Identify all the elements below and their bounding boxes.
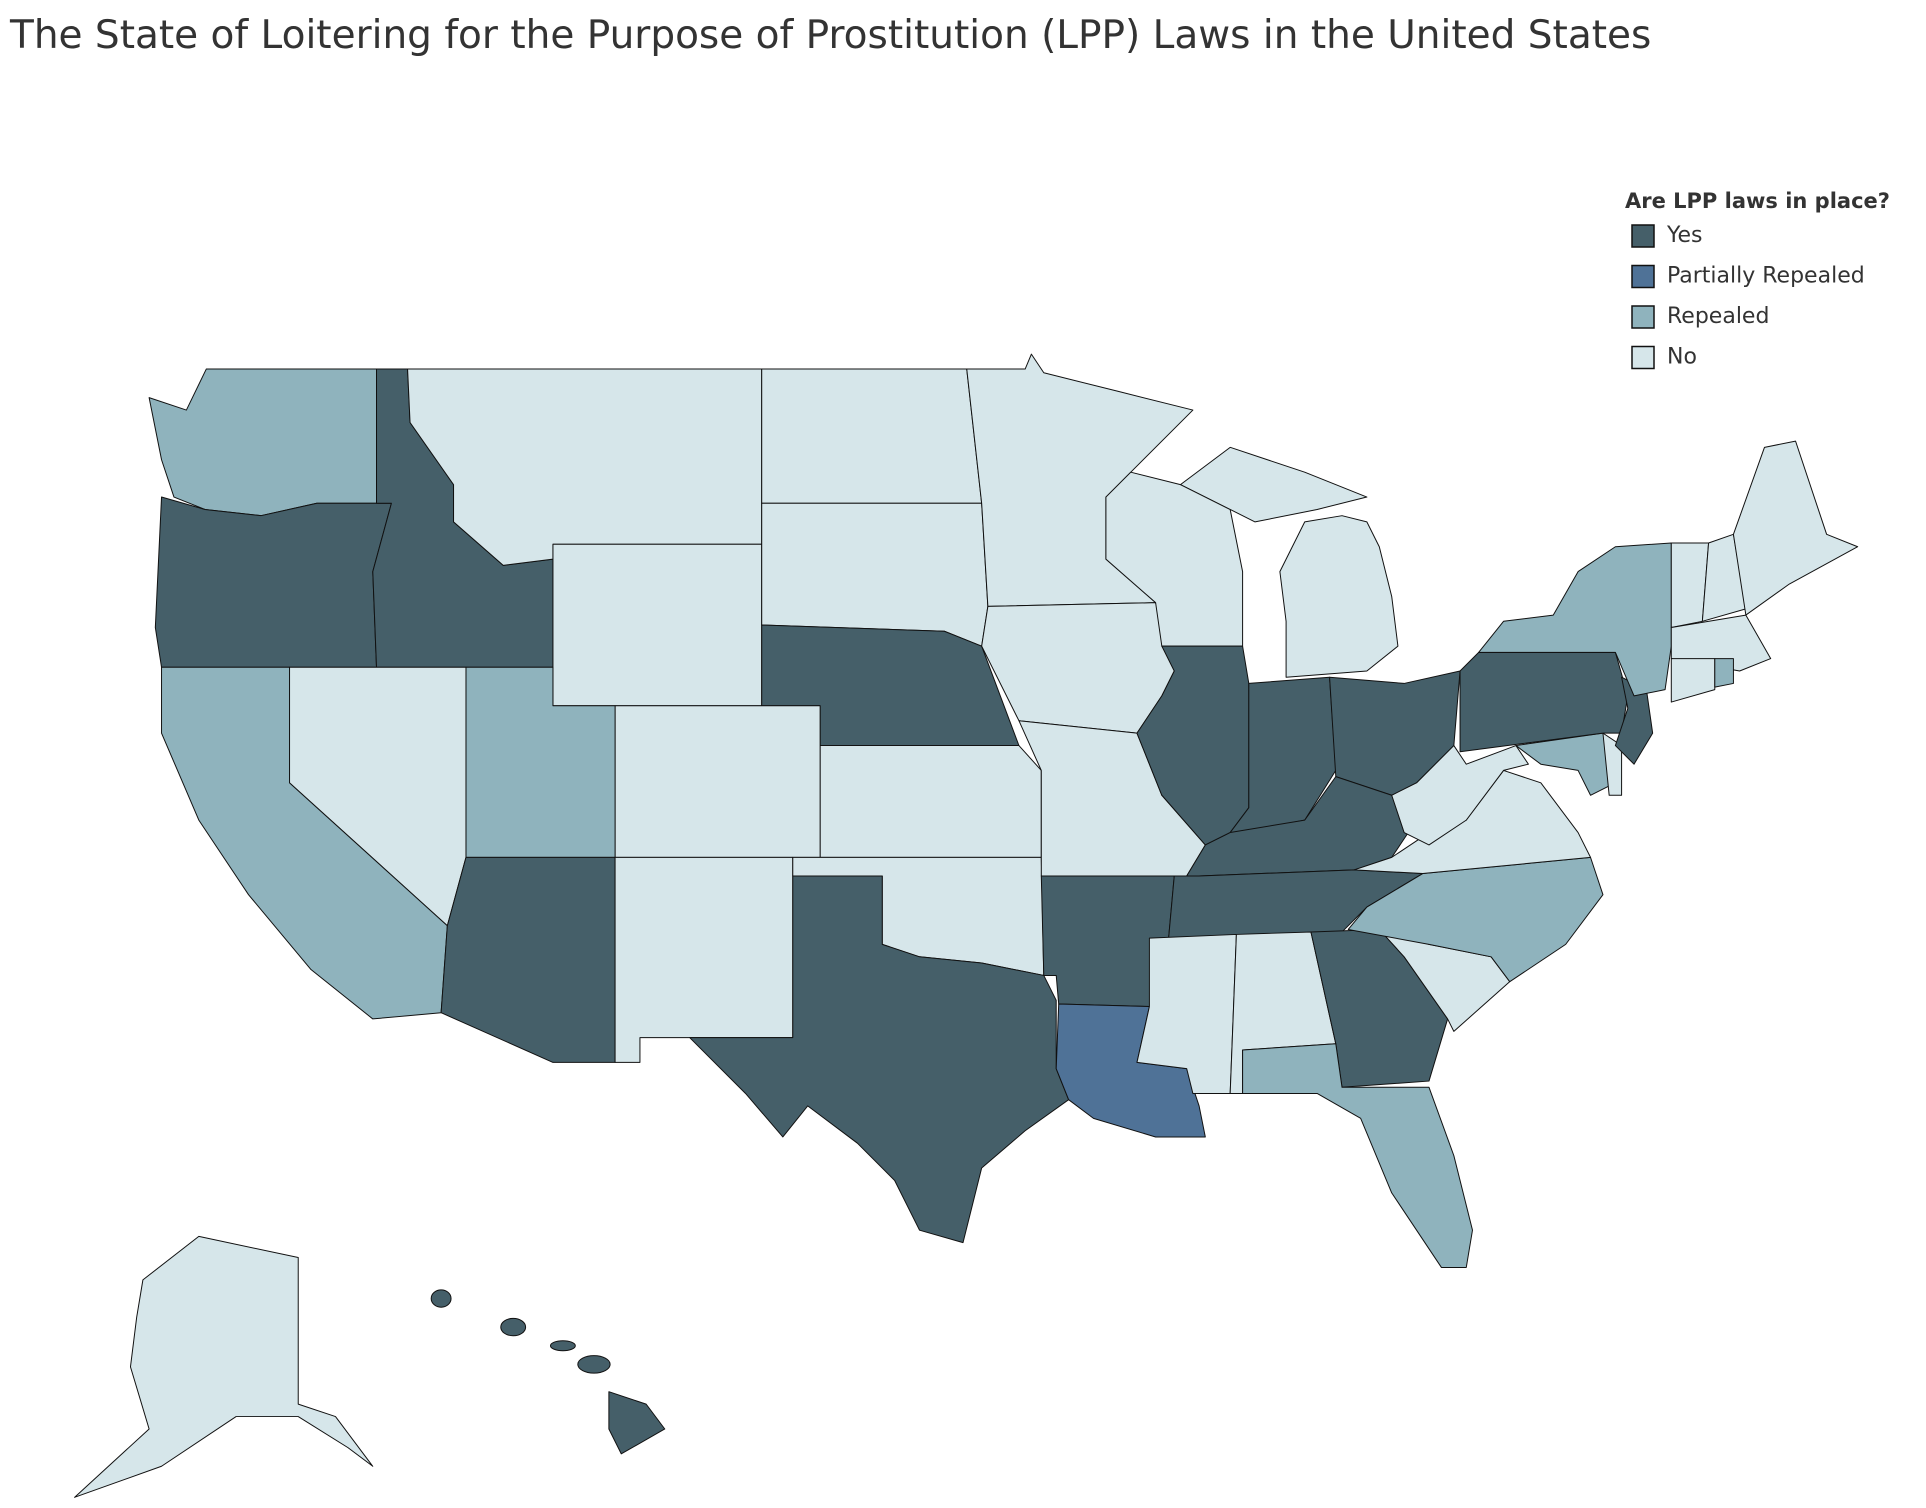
- legend-label: Partially Repealed: [1667, 264, 1865, 289]
- state: [577, 1355, 611, 1374]
- legend-title: Are LPP laws in place?: [1625, 189, 1890, 213]
- state: [1279, 515, 1399, 678]
- state: [1391, 745, 1529, 846]
- state: [549, 1340, 576, 1352]
- state: [552, 543, 763, 707]
- state: [1732, 440, 1859, 616]
- state: [1353, 769, 1592, 875]
- state: [1242, 1043, 1473, 1268]
- legend-swatch: [1631, 264, 1655, 289]
- legend-swatch: [1631, 345, 1655, 370]
- state: [1105, 471, 1244, 647]
- state: [614, 705, 821, 858]
- state: [1670, 658, 1716, 703]
- state: [430, 1289, 452, 1308]
- state: [1714, 658, 1734, 688]
- state: [440, 856, 616, 1063]
- state: [148, 368, 378, 517]
- state: [761, 368, 983, 504]
- state: [161, 666, 448, 1020]
- legend-label: Repealed: [1667, 304, 1769, 329]
- legend-label: No: [1667, 345, 1697, 370]
- state: [819, 745, 1042, 858]
- state: [614, 856, 794, 1063]
- state: [608, 1391, 666, 1455]
- state: [689, 875, 1070, 1244]
- legend-swatch: [1631, 224, 1655, 248]
- legend-label: Yes: [1666, 223, 1703, 248]
- legend: Are LPP laws in place? Yes Partially Repe…: [1625, 189, 1890, 370]
- state: [74, 1235, 374, 1498]
- state: [154, 496, 392, 668]
- state: [1179, 446, 1368, 523]
- state: [761, 502, 989, 647]
- state: [500, 1317, 527, 1337]
- state: [1670, 614, 1772, 672]
- legend-swatch: [1631, 305, 1655, 329]
- state: [981, 602, 1175, 734]
- title: The State of Loitering for the Purpose o…: [9, 13, 1651, 58]
- map: [74, 353, 1859, 1498]
- state: [1602, 732, 1623, 796]
